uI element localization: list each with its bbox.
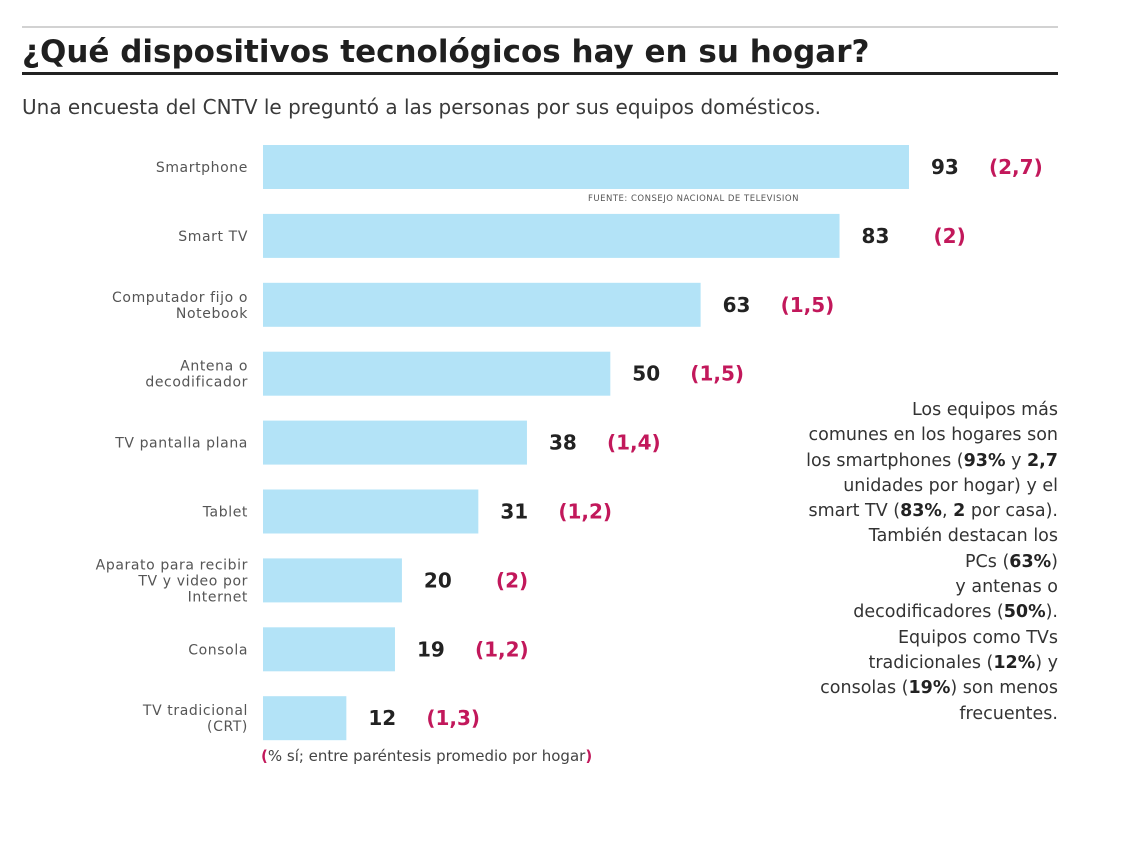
bar [263, 351, 611, 396]
annotation-fragment: 83% [900, 501, 942, 522]
annotation-fragment: , [941, 501, 954, 522]
value-label: 20 [424, 568, 452, 592]
annotation-fragment: 12% [993, 652, 1036, 673]
chart-title: ¿Qué dispositivos tecnológicos hay en su… [22, 34, 870, 70]
annotation-fragment: 2 [953, 501, 966, 522]
value-label: 50 [632, 362, 660, 386]
footnote-text: % sí; entre paréntesis promedio por hoga… [267, 747, 586, 765]
category-label: (CRT) [207, 719, 248, 735]
annotation-text: Los equipos más comunes en los hogares so… [690, 398, 1058, 727]
annotation-fragment: decodificadores ( [853, 602, 1004, 623]
bar [263, 627, 395, 672]
annotation-fragment: ) [1051, 551, 1058, 572]
annotation-fragment: 63% [1009, 551, 1052, 572]
annotation-fragment: Equipos como TVs [897, 627, 1058, 648]
footnote-close-paren: ) [585, 747, 593, 765]
value-label: 38 [549, 431, 577, 455]
bar [263, 213, 840, 258]
bar [263, 489, 479, 534]
average-label: (1,2) [558, 500, 612, 524]
category-label: Computador fijo o [112, 290, 248, 306]
average-label: (2) [934, 224, 966, 248]
average-label: (1,2) [475, 637, 529, 661]
annotation-fragment: ). [1045, 602, 1058, 623]
annotation-fragment: por casa). [965, 501, 1058, 522]
annotation-fragment: y antenas o [955, 577, 1058, 598]
category-label: Aparato para recibir [96, 557, 248, 573]
average-label: (2,7) [989, 155, 1043, 179]
bar [263, 145, 909, 189]
annotation-fragment: Los equipos más [911, 400, 1058, 420]
value-label: 83 [862, 224, 890, 248]
annotation-fragment: comunes en los hogares son [808, 425, 1058, 446]
category-label: Tablet [202, 505, 248, 521]
chart-subtitle: Una encuesta del CNTV le preguntó a las … [22, 95, 822, 119]
top-divider [22, 26, 1058, 28]
value-label: 31 [500, 500, 528, 524]
value-label: 12 [368, 706, 396, 730]
category-label: Antena o [180, 359, 248, 375]
annotation-fragment: consolas ( [820, 678, 909, 699]
title-underline [22, 72, 1058, 75]
average-label: (1,5) [781, 293, 835, 317]
annotation-fragment: y [1005, 450, 1027, 471]
value-label: 19 [417, 637, 445, 661]
bar [263, 420, 527, 465]
source-note: FUENTE: CONSEJO NACIONAL DE TELEVISION [588, 194, 799, 204]
annotation-fragment: También destacan los [868, 526, 1058, 547]
annotation-fragment: unidades por hogar) y el [843, 475, 1058, 496]
footnote-open-paren: ( [261, 747, 268, 765]
annotation-fragment: los smartphones ( [806, 450, 964, 471]
average-label: (1,5) [690, 362, 744, 386]
category-label: TV tradicional [142, 703, 248, 719]
category-label: decodificador [145, 375, 248, 391]
annotation-fragment: tradicionales ( [868, 652, 994, 673]
category-label: Consola [188, 642, 248, 658]
annotation-fragment: 19% [908, 678, 951, 699]
category-label: TV y video por [137, 573, 248, 589]
category-label: Internet [188, 589, 248, 605]
bar [263, 558, 402, 603]
average-label: (1,4) [607, 431, 661, 455]
annotation-fragment: PCs ( [965, 551, 1010, 572]
bar [263, 696, 347, 741]
footnote: (% sí; entre paréntesis promedio por hog… [261, 746, 592, 766]
annotation-fragment: 93% [963, 450, 1006, 471]
category-label: Smartphone [156, 160, 248, 176]
annotation-fragment: frecuentes. [959, 703, 1058, 724]
annotation-fragment: ) son menos [950, 678, 1058, 699]
category-label: Notebook [176, 306, 248, 322]
average-label: (1,3) [426, 706, 480, 730]
annotation-fragment: 50% [1003, 602, 1046, 623]
category-label: TV pantalla plana [114, 436, 248, 452]
annotation-fragment: ) y [1035, 652, 1058, 673]
value-label: 93 [931, 155, 959, 179]
category-label: Smart TV [178, 229, 248, 245]
average-label: (2) [496, 568, 528, 592]
value-label: 63 [723, 293, 751, 317]
bar [263, 282, 701, 327]
annotation-fragment: 2,7 [1026, 450, 1058, 471]
annotation-fragment: smart TV ( [808, 501, 901, 522]
